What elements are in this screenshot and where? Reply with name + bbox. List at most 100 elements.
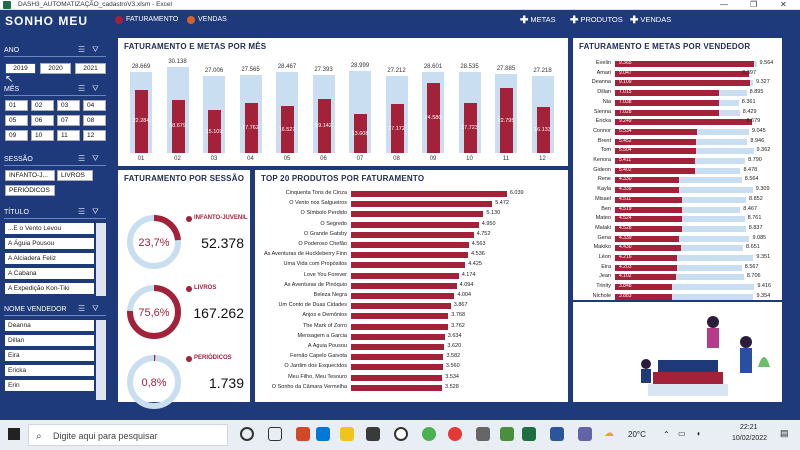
mes-option-05[interactable]: 05 [5, 115, 28, 126]
donut-slice [127, 355, 181, 409]
product-value: 4.536 [471, 251, 485, 258]
minimize-button[interactable]: — [720, 0, 728, 9]
filter-mes-multiselect-icon[interactable]: ☰ [78, 84, 86, 93]
restore-button[interactable]: ❐ [750, 0, 758, 9]
windows-start-icon[interactable] [8, 428, 20, 440]
faturamento-value-label: 17.723 [461, 124, 478, 131]
screen-capture-icon[interactable] [476, 427, 490, 441]
product-name: Mensagem a Garcia [297, 332, 347, 339]
sessao-option-0[interactable]: INFANTO-J... [5, 170, 55, 181]
vendedor-option-0[interactable]: Deanna [5, 320, 94, 331]
vendedor-fat-bar [615, 284, 672, 291]
notification-icon[interactable]: ▤ [780, 428, 789, 438]
vendedor-fat-bar [615, 99, 720, 106]
filter-sessao-multiselect-icon[interactable]: ☰ [78, 154, 86, 163]
product-bar [351, 231, 474, 238]
product-value: 3.582 [446, 353, 461, 360]
vendas-button[interactable]: ✚ VENDAS [630, 15, 672, 26]
filter-titulo-clear-icon[interactable]: ⛛ [92, 207, 99, 216]
mes-option-11[interactable]: 11 [57, 130, 80, 141]
titulo-scrollbar[interactable] [96, 223, 106, 296]
titulo-option-3[interactable]: A Cabana [5, 268, 94, 279]
vendedor-name: Kenora [593, 157, 611, 163]
powerpoint-icon[interactable] [296, 427, 310, 441]
mes-option-12[interactable]: 12 [83, 130, 106, 141]
vendedor-meta-label: 9.564 [759, 60, 774, 66]
product-value: 3.560 [445, 363, 460, 370]
faturamento-value-label: 13.608 [351, 130, 369, 137]
mes-option-03[interactable]: 03 [57, 100, 80, 111]
vendedor-fat-bar [615, 109, 719, 116]
cortana-icon[interactable] [240, 427, 254, 441]
product-value: 4.174 [461, 271, 476, 278]
sessao-pct: 75,6% [138, 307, 170, 319]
tray-chevron-icon[interactable]: ⌃ [663, 430, 670, 439]
filter-vendedor-clear-icon[interactable]: ⛛ [92, 304, 99, 313]
filter-ano-clear-icon[interactable]: ⛛ [92, 45, 99, 54]
volume-icon[interactable]: ◖ [696, 429, 701, 438]
mes-option-08[interactable]: 08 [83, 115, 106, 126]
word-icon[interactable] [550, 427, 564, 441]
titulo-option-1[interactable]: A Águia Pousou [5, 238, 94, 249]
vendedor-option-2[interactable]: Eira [5, 350, 94, 361]
filter-sessao-clear-icon[interactable]: ⛛ [92, 154, 99, 163]
filter-vendedor-multiselect-icon[interactable]: ☰ [78, 304, 86, 313]
sessao-option-2[interactable]: PERIÓDICOS [5, 185, 55, 196]
obs-icon[interactable] [394, 427, 408, 441]
titulo-option-2[interactable]: A Alciadera Feliz [5, 253, 94, 264]
metas-button[interactable]: ✚ METAS [520, 15, 556, 26]
vendedor-name: Dillan [597, 89, 611, 96]
edge-icon[interactable] [316, 427, 330, 441]
mes-option-07[interactable]: 07 [57, 115, 80, 126]
vendedor-scrollbar[interactable] [96, 320, 106, 400]
vendedor-meta-label: 8.397 [742, 69, 757, 76]
product-value: 4.950 [481, 220, 496, 227]
vendedor-name: Ericka [595, 118, 611, 125]
mes-option-02[interactable]: 02 [31, 100, 54, 111]
app-icon[interactable] [366, 427, 380, 441]
product-bar [351, 242, 469, 248]
task-view-icon[interactable] [268, 427, 282, 441]
vendedor-fat-bar [615, 216, 682, 223]
vendedor-meta-label: 8.564 [744, 176, 759, 183]
ano-option-2019[interactable]: 2019 [5, 63, 36, 74]
titulo-option-0[interactable]: ...E o Vento Levou [5, 223, 94, 234]
legend-faturamento: FATURAMENTO [126, 16, 179, 23]
filter-mes-clear-icon[interactable]: ⛛ [92, 84, 99, 93]
app-green-icon[interactable] [500, 427, 514, 441]
network-icon[interactable]: ▭ [678, 429, 686, 438]
sessao-option-1[interactable]: LIVROS [57, 170, 93, 181]
mes-option-09[interactable]: 09 [5, 130, 28, 141]
teams-icon[interactable] [578, 427, 592, 441]
product-bar [351, 293, 455, 299]
ano-option-2020[interactable]: 2020 [40, 63, 71, 74]
chrome-icon[interactable] [422, 427, 436, 441]
mes-option-01[interactable]: 01 [5, 100, 28, 111]
chrome-profile-icon[interactable] [448, 427, 462, 441]
produtos-button[interactable]: ✚ PRODUTOS [570, 15, 623, 26]
mes-option-04[interactable]: 04 [83, 100, 106, 111]
vendedor-option-4[interactable]: Erin [5, 380, 94, 391]
monthly-panel: FATURAMENTO E METAS POR MÊS 28.669 22.284… [118, 38, 568, 166]
faturamento-bar [171, 99, 185, 153]
product-name: Anjos e Demônios [302, 312, 347, 319]
product-value: 3.867 [453, 302, 468, 309]
vendedor-fat-label: 4.524 [619, 215, 632, 222]
titulo-option-4[interactable]: A Expedição Kon-Tiki [5, 283, 94, 294]
mes-option-06[interactable]: 06 [31, 115, 54, 126]
folder-icon[interactable] [340, 427, 354, 441]
vendedor-option-1[interactable]: Dillan [5, 335, 94, 346]
vendedor-option-3[interactable]: Ericka [5, 365, 94, 376]
close-button[interactable]: ✕ [780, 0, 787, 9]
vendedor-name: Gena [597, 234, 611, 241]
meta-value-label: 28.669 [131, 63, 151, 70]
vendedor-meta-label: 8.679 [746, 118, 761, 125]
vendedor-meta-bar [615, 274, 744, 281]
taskbar-search[interactable]: Digite aqui para pesquisar [28, 424, 228, 446]
mes-option-10[interactable]: 10 [31, 130, 54, 141]
filter-mes-divider [4, 95, 106, 96]
ano-option-2021[interactable]: 2021 [75, 63, 106, 74]
excel-taskbar-icon[interactable] [522, 427, 536, 441]
filter-ano-multiselect-icon[interactable]: ☰ [78, 45, 86, 54]
filter-titulo-multiselect-icon[interactable]: ☰ [78, 207, 86, 216]
